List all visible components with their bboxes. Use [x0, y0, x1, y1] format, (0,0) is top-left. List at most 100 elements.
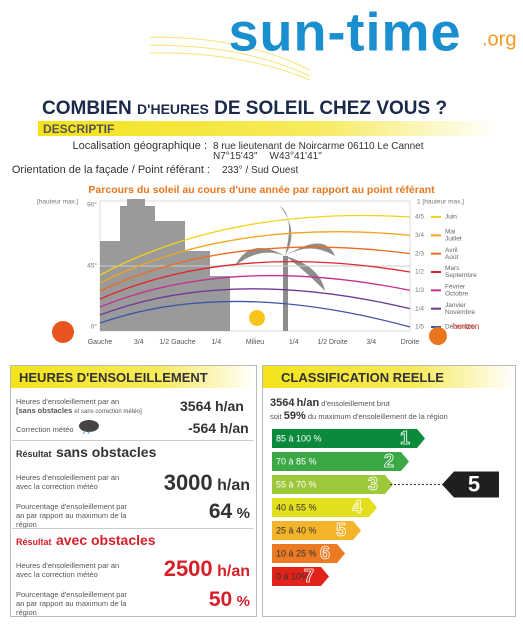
position-label: Droite: [401, 339, 420, 346]
position-label: 1/4: [211, 339, 221, 346]
logo-suffix: .org: [482, 28, 516, 50]
sun-path-chart: [hauteur max.] 90° 45° 0° 1 [hauteur max.] Ju…: [37, 199, 479, 346]
position-label: Gauche: [88, 339, 113, 346]
legend-label: Décembre: [445, 324, 475, 331]
sun-arc: [99, 231, 411, 284]
logo-text: sun-time: [228, 2, 461, 62]
separator: [12, 528, 253, 529]
sun-arc: [99, 246, 411, 292]
class-rank: 7: [304, 566, 314, 586]
classification-scale: 85 à 100 % 1 70 à 85 % 2 55 à 70 % 3 40 à 55 %…: [272, 427, 499, 586]
class-rank: 3: [368, 474, 378, 494]
legend-label: Novembre: [445, 309, 475, 316]
number: 3564: [270, 397, 295, 409]
class-range: 70 à 85 %: [276, 456, 317, 466]
axis-tick-label: 4/5: [415, 214, 424, 221]
panel-header: HEURES D'ENSOLEILLEMENT: [11, 366, 256, 388]
value: 233° / Sud Ouest: [222, 165, 299, 176]
position-label: 3/4: [366, 339, 376, 346]
summary-line: soit 59% du maximum d'ensoleillement de …: [270, 410, 448, 422]
class-bar: [272, 567, 329, 586]
label: Pourcentage d'ensoleillement par an par …: [16, 502, 128, 529]
result-value: 5: [468, 471, 480, 496]
label: Pourcentage d'ensoleillement par an par …: [16, 590, 128, 617]
text: d'ensoleillement brut: [321, 399, 390, 408]
palm-tree: [235, 206, 335, 331]
horizon-label: horizon: [453, 322, 479, 331]
panel-heading: CLASSIFICATION REELLE: [281, 370, 444, 385]
axis-tick-label: 3/4: [415, 232, 424, 239]
value: N7°15'43" W43°41'41": [213, 151, 322, 162]
legend-label: Janvier: [445, 302, 467, 309]
value: 50 %: [209, 588, 250, 612]
number: -564: [188, 420, 217, 436]
result-badge: [442, 471, 499, 498]
class-rank: 5: [336, 520, 346, 540]
unit: h/an: [219, 420, 249, 436]
axis-tick-label: 1/3: [415, 287, 424, 294]
class-rank: 6: [320, 543, 330, 563]
section-heading: DESCRIPTIF: [43, 122, 115, 136]
position-label: 1/2 Droite: [317, 339, 347, 346]
axis-tick-label: 2/3: [415, 250, 424, 257]
label: Orientation de la façade / Point référan…: [11, 164, 210, 176]
label-part: [sans obstacles: [16, 406, 73, 415]
class-bar: [272, 521, 361, 540]
label: Heures d'ensoleillement par an avec la c…: [16, 473, 120, 491]
legend-label: Octobre: [445, 291, 469, 298]
position-label: 1/4: [289, 339, 299, 346]
title-part: D'HEURES: [137, 101, 209, 117]
class-rank: 1: [400, 428, 410, 448]
panel-header: CLASSIFICATION REELLE: [263, 366, 515, 388]
number: 3000: [163, 470, 213, 495]
text: du maximum d'ensoleillement de la région: [307, 412, 448, 421]
label: Localisation géographique :: [72, 140, 207, 152]
sun-arc: [99, 274, 411, 308]
sun-arc: [99, 288, 411, 316]
number: 50: [208, 588, 233, 611]
label-part: Heures d'ensoleillement par an: [16, 397, 120, 406]
axis-label: [hauteur max.]: [37, 199, 79, 206]
axis-tick-label: 1/2: [415, 269, 424, 276]
hours-panel: [10, 365, 257, 617]
heading-part: Résultat: [16, 537, 52, 547]
class-rank: 2: [384, 451, 394, 471]
number: 64: [208, 500, 233, 523]
descriptif-bar: DESCRIPTIF: [38, 121, 498, 136]
unit: h/an: [217, 477, 250, 494]
class-range: 85 à 100 %: [276, 433, 322, 443]
title: COMBIEN D'HEURES DE SOLEIL CHEZ VOUS ?: [42, 98, 447, 120]
legend-label: Juin: [445, 214, 457, 221]
title-part: COMBIEN: [42, 98, 132, 119]
value: 64 %: [209, 500, 250, 524]
legend-label: Août: [445, 254, 459, 261]
position-label: 3/4: [134, 339, 144, 346]
unit: %: [236, 593, 250, 610]
position-label: 1/2 Gauche: [159, 339, 195, 346]
label: Heures d'ensoleillement par an avec la c…: [16, 561, 120, 579]
result-heading: Résultat avec obstacles: [16, 532, 156, 550]
value: -564 h/an: [188, 420, 249, 436]
classification-panel: [262, 365, 516, 617]
sun-path-title: Parcours du soleil au cours d'une année …: [88, 184, 435, 196]
axis-tick-label: 45°: [87, 262, 97, 270]
axis-tick-label: 1/4: [415, 305, 424, 312]
class-bar: [272, 452, 409, 471]
class-bar: [272, 544, 345, 563]
heading-part: Résultat: [16, 449, 52, 459]
unit: h/an: [217, 563, 250, 580]
panel-heading: HEURES D'ENSOLEILLEMENT: [19, 370, 208, 385]
label: Correction météo: [16, 425, 74, 434]
separator: [12, 440, 253, 441]
class-range: 0 à 10%: [276, 571, 309, 581]
value: 3000 h/an: [164, 470, 250, 496]
class-rank: 4: [352, 497, 362, 517]
number: 2500: [163, 556, 213, 581]
sun-arc: [99, 261, 411, 300]
character-icon: [52, 321, 74, 343]
character-icon: [429, 327, 447, 345]
axis-tick-label: 90°: [87, 201, 97, 209]
legend-label: Septembre: [445, 272, 477, 279]
logo: sun-time .org: [150, 2, 516, 80]
